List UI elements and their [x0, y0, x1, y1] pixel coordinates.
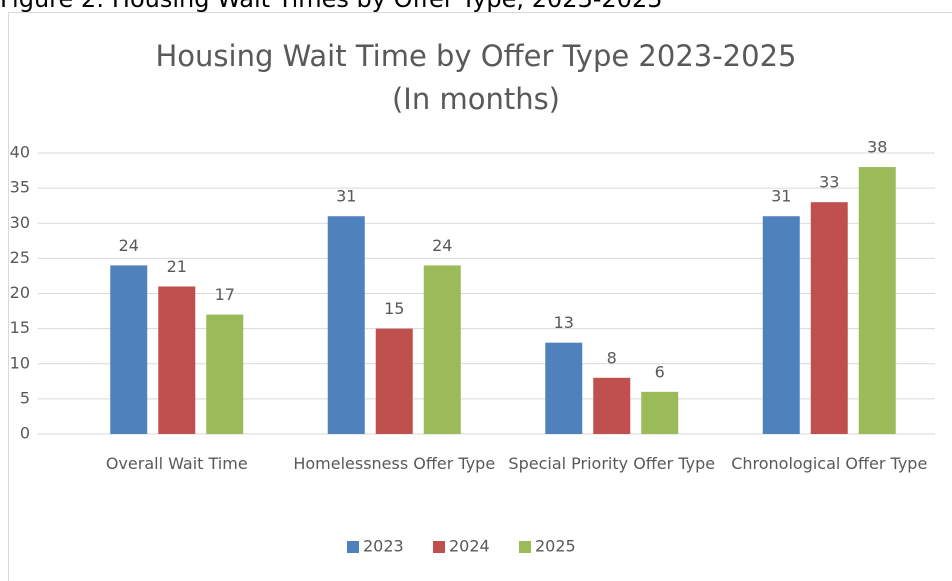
y-tick-label: 10: [10, 353, 30, 372]
y-tick-label: 0: [20, 424, 30, 443]
bar: [810, 202, 848, 434]
y-tick-label: 25: [10, 248, 30, 267]
x-tick-label: Chronological Offer Type: [731, 454, 928, 473]
data-label: 21: [167, 257, 187, 276]
x-tick-label: Special Priority Offer Type: [508, 454, 716, 473]
x-tick-label: Homelessness Offer Type: [293, 454, 496, 473]
x-tick-label-box: Overall Wait Time: [105, 454, 248, 473]
data-label: 8: [607, 348, 617, 367]
data-label: 6: [655, 362, 665, 381]
bar: [110, 265, 148, 434]
data-label: 31: [336, 187, 356, 206]
x-tick-label: Overall Wait Time: [105, 454, 248, 473]
chart-frame: [8, 12, 952, 581]
figure-caption: Figure 2: Housing Wait Times by Offer Ty…: [0, 0, 663, 13]
data-label: 31: [771, 187, 791, 206]
legend-swatch: [347, 541, 359, 553]
bar: [641, 391, 679, 434]
y-tick-label: 15: [10, 318, 30, 337]
legend-label: 2023: [363, 537, 404, 556]
legend-swatch: [519, 541, 531, 553]
bar: [762, 216, 800, 434]
y-tick-label: 35: [10, 178, 30, 197]
bar: [158, 286, 196, 434]
bar: [545, 342, 583, 434]
legend-label: 2024: [449, 537, 490, 556]
legend-label: 2025: [535, 537, 576, 556]
bar: [423, 265, 461, 434]
chart-title: Housing Wait Time by Offer Type 2023-202…: [155, 39, 796, 73]
bar: [593, 377, 631, 434]
bar: [206, 314, 244, 434]
data-label: 17: [215, 285, 235, 304]
data-label: 24: [119, 236, 139, 255]
y-tick-label: 5: [20, 388, 30, 407]
legend-swatch: [433, 541, 445, 553]
data-label: 24: [432, 236, 452, 255]
x-tick-label-box: Special Priority Offer Type: [508, 454, 716, 473]
x-tick-label-box: Chronological Offer Type: [731, 454, 928, 473]
data-label: 38: [867, 138, 887, 157]
y-tick-label: 20: [10, 283, 30, 302]
y-tick-label: 30: [10, 213, 30, 232]
x-tick-label-box: Homelessness Offer Type: [293, 454, 496, 473]
data-label: 15: [384, 299, 404, 318]
bar: [858, 167, 896, 435]
data-label: 33: [819, 173, 839, 192]
data-label: 13: [554, 313, 574, 332]
bar: [327, 216, 365, 434]
y-tick-label: 40: [10, 143, 30, 162]
bar: [375, 328, 413, 434]
chart-subtitle: (In months): [392, 82, 560, 116]
